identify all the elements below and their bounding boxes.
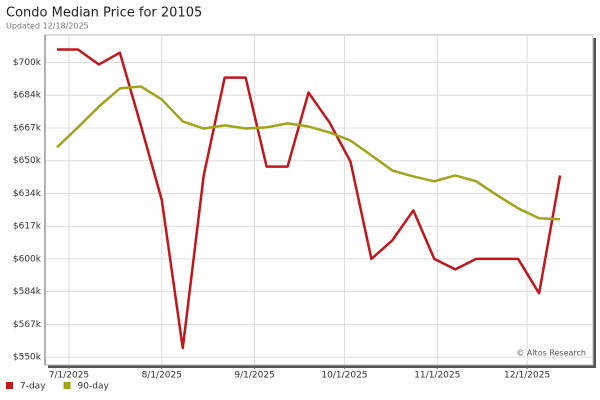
x-tick-label: 11/1/2025 — [414, 371, 460, 381]
x-tick-label: 8/1/2025 — [142, 371, 182, 381]
legend-label: 7-day — [20, 382, 46, 392]
y-tick-label: $650k — [13, 156, 42, 166]
chart-title: Condo Median Price for 20105 — [6, 6, 202, 21]
legend-swatch — [63, 382, 71, 389]
watermark: © Altos Research — [516, 349, 586, 358]
y-tick-label: $600k — [13, 254, 42, 264]
legend-swatch — [6, 382, 13, 389]
y-tick-label: $567k — [13, 320, 42, 330]
x-tick-label: 10/1/2025 — [321, 371, 367, 381]
chart-subtitle: Updated 12/18/2025 — [6, 22, 89, 31]
y-tick-label: $584k — [13, 287, 42, 297]
grid — [45, 35, 593, 365]
y-tick-label: $684k — [13, 91, 42, 101]
y-tick-label: $700k — [13, 58, 42, 68]
series-line — [56, 48, 562, 350]
x-tick-label: 9/1/2025 — [234, 371, 274, 381]
y-tick-label: $550k — [13, 353, 42, 363]
y-tick-label: $617k — [13, 222, 42, 232]
x-tick-label: 12/1/2025 — [504, 371, 550, 381]
legend-label: 90-day — [78, 382, 110, 392]
series-line — [56, 85, 561, 221]
y-tick-label: $667k — [13, 123, 42, 133]
y-tick-label: $634k — [13, 189, 42, 199]
plot-area — [44, 34, 594, 366]
x-tick-label: 7/1/2025 — [49, 371, 89, 381]
